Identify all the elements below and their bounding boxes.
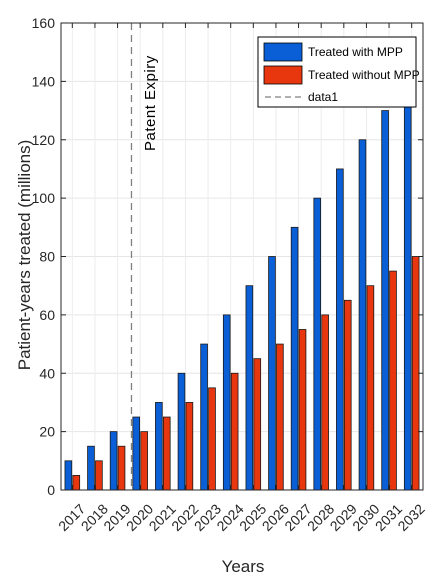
bar [140,431,148,491]
grid [61,23,423,490]
legend-label-data1: data1 [308,90,338,104]
bar [403,80,412,491]
bar [200,343,208,491]
bar [290,226,299,491]
y-axis-label: Patient-years treated (millions) [15,140,34,371]
bar [298,329,307,491]
bar [358,139,367,491]
bar [155,402,163,491]
bar [253,358,262,491]
legend-label-with-mpp: Treated with MPP [308,45,403,59]
bars [64,80,420,491]
bar [72,475,81,491]
legend: Treated with MPP Treated without MPP dat… [257,36,420,108]
bar [162,416,171,491]
bar [95,460,103,491]
legend-swatch-with-mpp [263,42,303,62]
y-tick-label: 100 [32,190,56,206]
bar [109,431,118,491]
bar [185,402,194,491]
axes [60,22,424,491]
y-tick-label: 80 [39,249,55,265]
bar [389,270,397,491]
x-axis-label: Years [222,557,265,576]
x-tick-label: 2032 [394,501,427,534]
legend-swatch-without-mpp [263,65,303,85]
bar [381,110,389,491]
bar [208,387,216,491]
bar [321,314,329,491]
patent-expiry-annotation: Patent Expiry [142,55,159,151]
bar [366,285,375,491]
bar [230,372,239,491]
y-tick-label: 60 [39,307,55,323]
y-tick-label: 0 [47,482,55,498]
bar [117,445,126,491]
bar [132,416,141,491]
bar [177,372,186,491]
bar [313,197,322,491]
bar [343,299,352,491]
bar [268,256,276,491]
y-tick-label: 140 [32,73,56,89]
bar [245,285,254,491]
bar [222,314,231,491]
bar [64,460,73,491]
y-tick-label: 120 [32,132,56,148]
bar [87,445,95,491]
bar [276,343,284,491]
y-tick-label: 20 [39,424,55,440]
legend-label-without-mpp: Treated without MPP [308,68,420,82]
y-tick-label: 160 [32,15,56,31]
y-tick-label: 40 [39,365,55,381]
bar [336,168,344,491]
